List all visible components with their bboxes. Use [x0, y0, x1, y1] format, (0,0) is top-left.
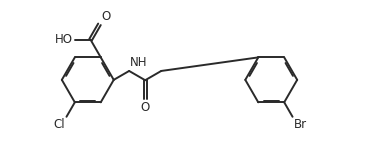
- Text: HO: HO: [55, 33, 73, 46]
- Text: O: O: [141, 101, 150, 114]
- Text: Cl: Cl: [53, 118, 65, 131]
- Text: NH: NH: [130, 56, 148, 69]
- Text: Br: Br: [294, 118, 307, 131]
- Text: O: O: [101, 10, 110, 23]
